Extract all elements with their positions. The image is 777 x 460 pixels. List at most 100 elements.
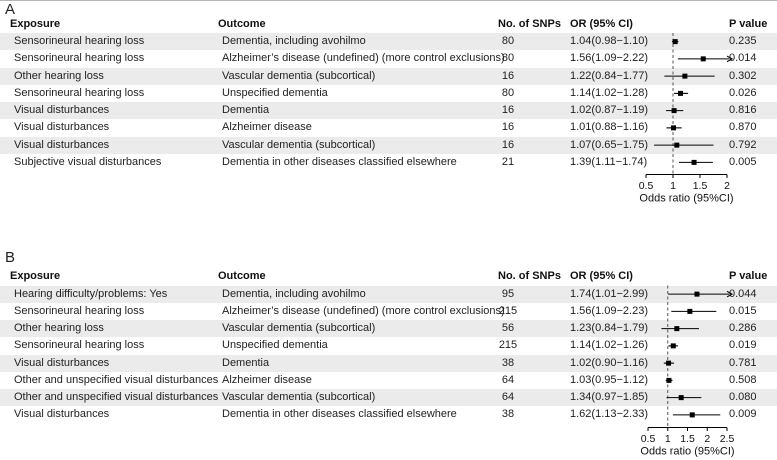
or-ci-cell: 1.56(1.09−2.22) [570,52,648,65]
exposure-cell: Other and unspecified visual disturbance… [14,391,219,403]
col-header-outcome: Outcome [218,270,266,282]
exposure-cell: Sensorineural hearing loss [14,52,145,65]
exposure-cell: Sensorineural hearing loss [14,304,145,317]
snps-cell: 56 [501,322,515,334]
col-header-outcome: Outcome [218,18,266,30]
axis-tick-label: 1.5 [693,180,708,192]
snps-cell: 16 [501,69,515,82]
exposure-cell: Other hearing loss [14,69,104,82]
table-body: Hearing difficulty/problems: Yes Dementi… [0,285,777,424]
pvalue-cell: 0.080 [729,391,757,403]
col-header-snps: No. of SNPs [498,18,561,30]
or-ci-cell: 1.22(0.84−1.77) [570,69,648,82]
pvalue-cell: 0.816 [729,104,757,116]
outcome-cell: Vascular dementia (subcortical) [222,69,376,82]
exposure-cell: Visual disturbances [14,121,110,134]
table-row: Other hearing loss Vascular dementia (su… [0,320,777,338]
top-divider [0,0,777,1]
snps-cell: 16 [501,121,515,134]
table-row: Other and unspecified visual disturbance… [0,389,777,407]
or-ci-cell: 1.56(1.09−2.23) [570,304,648,317]
table-row: Visual disturbances Dementia 16 1.02(0.8… [0,102,777,120]
outcome-cell: Alzheimer’s disease (undefined) (more co… [222,52,505,65]
col-header-pvalue: P value [729,270,768,282]
table-row: Visual disturbances Vascular dementia (s… [0,136,777,154]
pvalue-cell: 0.235 [729,35,757,47]
snps-cell: 21 [501,155,515,168]
or-ci-cell: 1.34(0.97−1.85) [570,391,648,403]
outcome-cell: Vascular dementia (subcortical) [222,138,376,151]
axis-tick-label: 1 [665,433,671,445]
or-ci-cell: 1.14(1.02−1.28) [570,86,648,99]
pvalue-cell: 0.019 [729,339,757,352]
snps-cell: 215 [498,304,518,317]
pvalue-cell: 0.792 [729,138,757,151]
exposure-cell: Hearing difficulty/problems: Yes [14,287,168,300]
exposure-cell: Sensorineural hearing loss [14,339,145,352]
panel-b: B Exposure Outcome No. of SNPs OR (95% C… [0,248,777,460]
col-header-exposure: Exposure [10,18,61,30]
outcome-cell: Dementia [222,104,270,116]
outcome-cell: Unspecified dementia [222,86,328,99]
table-row: Other and unspecified visual disturbance… [0,372,777,389]
table-header: Exposure Outcome No. of SNPs OR (95% CI)… [0,268,777,285]
axis-tick-label: 0.5 [641,433,656,445]
outcome-cell: Dementia in other diseases classified el… [222,408,457,421]
axis-tick-label: 0.5 [639,180,654,192]
exposure-cell: Subjective visual disturbances [14,155,162,168]
snps-cell: 38 [501,356,515,369]
x-axis-title: Odds ratio (95%CI) [640,446,734,458]
exposure-cell: Visual disturbances [14,138,110,151]
or-ci-cell: 1.04(0.98−1.10) [570,35,648,47]
snps-cell: 80 [501,52,515,65]
pvalue-cell: 0.781 [729,356,757,369]
axis-tick-label: 2.5 [720,433,735,445]
pvalue-cell: 0.026 [729,86,757,99]
outcome-cell: Alzheimer disease [222,373,312,386]
or-ci-cell: 1.74(1.01−2.99) [570,287,648,300]
pvalue-cell: 0.286 [729,322,757,334]
table-row: Sensorineural hearing loss Dementia, inc… [0,33,777,51]
pvalue-cell: 0.014 [729,52,757,65]
or-ci-cell: 1.14(1.02−1.26) [570,339,648,352]
table-row: Visual disturbances Alzheimer disease 16… [0,119,777,136]
pvalue-cell: 0.302 [729,69,757,82]
table-row: Visual disturbances Dementia in other di… [0,406,777,423]
snps-cell: 215 [498,339,518,352]
snps-cell: 64 [501,373,515,386]
pvalue-cell: 0.508 [729,373,757,386]
outcome-cell: Unspecified dementia [222,339,328,352]
panel-a: A Exposure Outcome No. of SNPs OR (95% C… [0,1,777,205]
exposure-cell: Visual disturbances [14,408,110,421]
snps-cell: 80 [501,86,515,99]
pvalue-cell: 0.870 [729,121,757,134]
axis-tick-label: 2 [724,180,730,192]
outcome-cell: Dementia, including avohilmo [222,35,366,47]
exposure-cell: Other and unspecified visual disturbance… [14,373,219,386]
pvalue-cell: 0.009 [729,408,757,421]
x-axis-title: Odds ratio (95%CI) [639,193,733,205]
axis-tick-label: 2 [704,433,710,445]
snps-cell: 80 [501,35,515,47]
outcome-cell: Dementia [222,356,270,369]
or-ci-cell: 1.02(0.90−1.16) [570,356,648,369]
panel-label: B [5,249,16,266]
snps-cell: 64 [501,391,515,403]
exposure-cell: Sensorineural hearing loss [14,35,145,47]
or-ci-cell: 1.02(0.87−1.19) [570,104,648,116]
pvalue-cell: 0.005 [729,155,757,168]
table-row: Sensorineural hearing loss Alzheimer’s d… [0,303,777,320]
outcome-cell: Alzheimer disease [222,121,312,134]
outcome-cell: Alzheimer’s disease (undefined) (more co… [222,304,505,317]
table-row: Other hearing loss Vascular dementia (su… [0,67,777,85]
table-row: Visual disturbances Dementia 38 1.02(0.9… [0,354,777,372]
or-ci-cell: 1.23(0.84−1.79) [570,322,648,334]
snps-cell: 95 [501,287,515,300]
outcome-cell: Vascular dementia (subcortical) [222,391,376,403]
table-row: Hearing difficulty/problems: Yes Dementi… [0,285,777,303]
table-row: Sensorineural hearing loss Alzheimer’s d… [0,50,777,67]
table-row: Sensorineural hearing loss Unspecified d… [0,337,777,354]
table-row: Subjective visual disturbances Dementia … [0,154,777,171]
snps-cell: 16 [501,138,515,151]
exposure-cell: Other hearing loss [14,322,104,334]
